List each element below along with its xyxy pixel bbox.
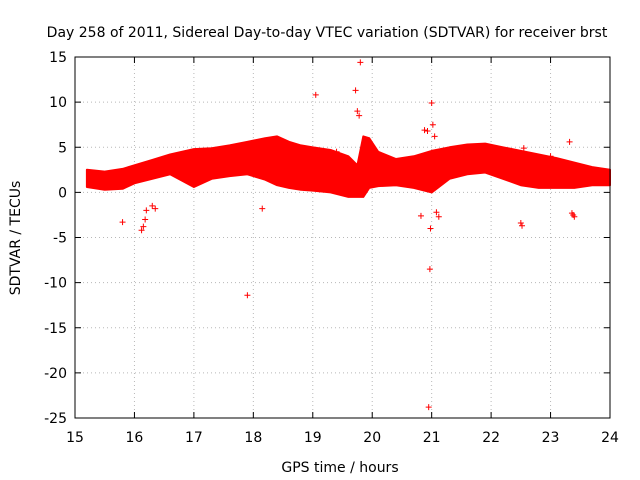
data-point: [356, 112, 363, 119]
y-tick-label: 5: [58, 140, 67, 156]
x-tick-label: 23: [542, 430, 560, 446]
data-band-area: [85, 135, 611, 198]
data-point: [520, 145, 527, 152]
x-tick-label: 17: [185, 430, 203, 446]
data-point: [312, 91, 319, 98]
data-point: [142, 216, 149, 223]
chart-title: Day 258 of 2011, Sidereal Day-to-day VTE…: [47, 25, 608, 41]
data-point: [519, 222, 526, 229]
x-tick-label: 24: [601, 430, 619, 446]
y-tick-label: -10: [44, 276, 67, 292]
data-point: [143, 207, 150, 214]
data-point: [429, 121, 436, 128]
data-point: [571, 213, 578, 220]
data-point: [435, 213, 442, 220]
y-tick-label: -5: [53, 231, 67, 247]
data-point: [426, 266, 433, 273]
x-tick-label: 19: [304, 430, 322, 446]
y-tick-label: -20: [44, 366, 67, 382]
data-point: [259, 205, 266, 212]
x-tick-label: 15: [66, 430, 84, 446]
data-point: [424, 128, 431, 135]
data-point: [357, 59, 364, 66]
x-axis-label: GPS time / hours: [281, 460, 398, 476]
outlier-points: [119, 59, 578, 411]
data-point: [352, 87, 359, 94]
x-tick-label: 18: [244, 430, 262, 446]
data-point: [152, 205, 159, 212]
data-point: [244, 292, 251, 299]
data-point: [354, 108, 361, 115]
y-tick-label: 0: [58, 185, 67, 201]
data-point: [566, 138, 573, 145]
data-point: [417, 212, 424, 219]
data-point: [149, 202, 156, 209]
data-point: [433, 209, 440, 216]
data-point: [119, 219, 126, 226]
data-point: [547, 153, 554, 160]
y-tick-label: 15: [49, 50, 67, 66]
data-point: [431, 133, 438, 140]
y-tick-label: -15: [44, 321, 67, 337]
data-point: [427, 225, 434, 232]
data-point: [140, 223, 147, 230]
data-point: [421, 127, 428, 134]
x-tick-label: 20: [363, 430, 381, 446]
x-axis-ticks: 15 16 17 18 19 20 21 22 23 24: [66, 57, 619, 446]
x-tick-label: 22: [482, 430, 500, 446]
x-tick-label: 21: [423, 430, 441, 446]
grid-lines: [75, 57, 610, 418]
data-point: [425, 404, 432, 411]
data-point: [517, 220, 524, 227]
data-point: [428, 100, 435, 107]
data-point: [138, 227, 145, 234]
x-tick-label: 16: [126, 430, 144, 446]
y-axis-ticks: 15 10 5 0 -5 -10 -15 -20 -25: [44, 50, 610, 427]
y-tick-label: 10: [49, 95, 67, 111]
y-axis-label: SDTVAR / TECUs: [8, 181, 24, 296]
data-point: [333, 148, 340, 155]
data-band: [85, 135, 611, 198]
y-tick-label: -25: [44, 411, 67, 427]
